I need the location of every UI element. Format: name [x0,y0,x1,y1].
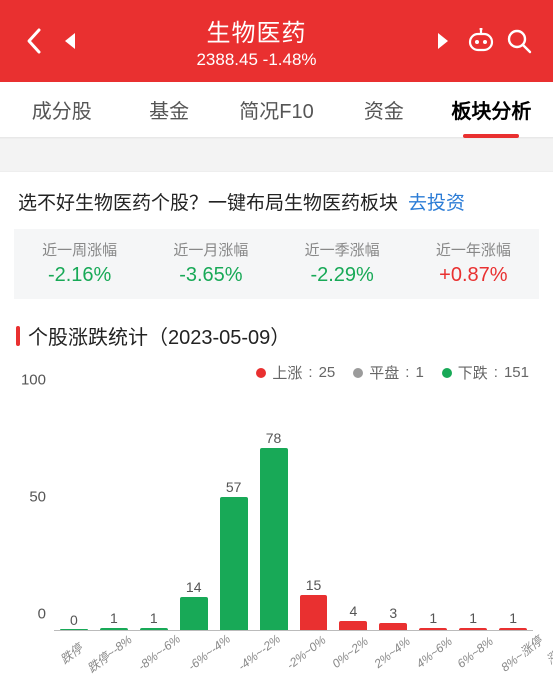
tab-4[interactable]: 板块分析 [438,82,545,138]
bar [140,628,168,630]
legend-up-label: 上涨 [272,362,302,383]
promo-text: 选不好生物医药个股？一键布局生物医药板块 [18,188,398,215]
bar-value-label: 1 [150,610,158,626]
stat-label: 近一季涨幅 [277,239,408,260]
back-button[interactable] [16,27,52,55]
period-stat-1[interactable]: 近一月涨幅 -3.65% [145,239,276,287]
bar-value-label: 1 [509,610,517,626]
distribution-chart: 050100 0111457781543111 跌停跌停~-8%-8%~-6%-… [16,391,537,681]
header-title-block: 生物医药 2388.45 -1.48% [88,13,425,70]
legend-up-count: 25 [319,364,336,381]
stat-value: -3.65% [145,264,276,287]
sector-title: 生物医药 [88,13,425,48]
section-title-text: 个股涨跌统计（2023-05-09） [28,321,290,350]
next-button[interactable] [425,31,461,51]
bar-value-label: 0 [70,612,78,628]
assistant-button[interactable] [461,28,501,54]
legend-up-dot [256,368,266,378]
legend-flat: 平盘: 1 [353,362,424,383]
bar-col-11: 1 [493,397,533,630]
y-tick: 0 [38,606,46,623]
stat-label: 近一周涨幅 [14,239,145,260]
bar-value-label: 3 [389,605,397,621]
tab-2[interactable]: 简况F10 [223,82,330,138]
legend-flat-label: 平盘 [369,362,399,383]
bar-col-6: 15 [294,397,334,630]
bar [220,497,248,630]
chevron-left-icon [25,27,43,55]
legend-down-dot [442,368,452,378]
bar-col-2: 1 [134,397,174,630]
stat-value: -2.29% [277,264,408,287]
bar-col-3: 14 [174,397,214,630]
bar [300,595,328,630]
bar-col-10: 1 [453,397,493,630]
tab-3[interactable]: 资金 [330,82,437,138]
bar-value-label: 4 [350,603,358,619]
bar [459,628,487,630]
period-stat-3[interactable]: 近一年涨幅 +0.87% [408,239,539,287]
sector-index: 2388.45 -1.48% [88,50,425,70]
bar-value-label: 57 [226,479,242,495]
legend-up: 上涨: 25 [256,362,335,383]
triangle-left-icon [62,31,78,51]
prev-button[interactable] [52,31,88,51]
legend-down-label: 下跌 [458,362,488,383]
chart-legend: 上涨: 25 平盘: 1 下跌: 151 [0,354,553,383]
bar-col-8: 3 [373,397,413,630]
bar-col-0: 0 [54,397,94,630]
bar-value-label: 1 [110,610,118,626]
section-title: 个股涨跌统计（2023-05-09） [16,321,537,350]
tab-1[interactable]: 基金 [115,82,222,138]
search-button[interactable] [501,28,537,54]
y-axis: 050100 [16,397,50,631]
bar-col-7: 4 [333,397,373,630]
robot-icon [466,28,496,54]
bar-value-label: 1 [429,610,437,626]
bar [180,597,208,630]
bar [100,628,128,630]
invest-link[interactable]: 去投资 [408,188,465,215]
bar [419,628,447,630]
period-stat-0[interactable]: 近一周涨幅 -2.16% [14,239,145,287]
bar [379,623,407,630]
header-bar: 生物医药 2388.45 -1.48% [0,0,553,82]
bar-col-5: 78 [254,397,294,630]
legend-flat-dot [353,368,363,378]
tab-bar: 成分股基金简况F10资金板块分析 [0,82,553,138]
legend-down-count: 151 [504,364,529,381]
index-value: 2388.45 [196,50,257,69]
bar-col-1: 1 [94,397,134,630]
x-label-10: 8%~涨停 [497,632,553,689]
bar [60,629,88,630]
search-icon [506,28,532,54]
bar-value-label: 14 [186,579,202,595]
bar [499,628,527,630]
stat-label: 近一月涨幅 [145,239,276,260]
stat-value: -2.16% [14,264,145,287]
bar [339,621,367,630]
y-tick: 100 [21,372,46,389]
triangle-right-icon [435,31,451,51]
stat-value: +0.87% [408,264,539,287]
bar-value-label: 1 [469,610,477,626]
promo-row: 选不好生物医药个股？一键布局生物医药板块 去投资 [0,172,553,229]
period-stat-2[interactable]: 近一季涨幅 -2.29% [277,239,408,287]
bar-col-4: 57 [214,397,254,630]
tab-0[interactable]: 成分股 [8,82,115,138]
x-axis-labels: 跌停跌停~-8%-8%~-6%-6%~-4%-4%~-2%-2%~0%0%~2%… [54,631,533,681]
plot-area: 0 1 1 14 57 78 15 4 3 1 1 1 [54,397,533,631]
bar [260,448,288,630]
bar-col-9: 1 [413,397,453,630]
bar-value-label: 15 [306,577,322,593]
index-change: -1.48% [263,50,317,69]
y-tick: 50 [29,489,46,506]
period-stats-panel: 近一周涨幅 -2.16%近一月涨幅 -3.65%近一季涨幅 -2.29%近一年涨幅 +0… [14,229,539,299]
bars-container: 0 1 1 14 57 78 15 4 3 1 1 1 [54,397,533,630]
bar-value-label: 78 [266,430,282,446]
legend-down: 下跌: 151 [442,362,529,383]
legend-flat-count: 1 [415,364,423,381]
section-gap [0,138,553,172]
stat-label: 近一年涨幅 [408,239,539,260]
